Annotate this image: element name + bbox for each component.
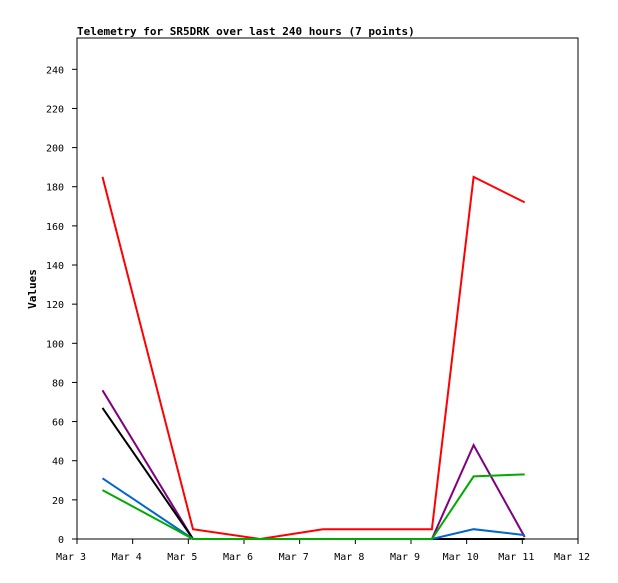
y-tick-label: 20: [52, 496, 64, 507]
y-tick-label: 180: [46, 183, 64, 194]
x-axis: Mar 3 Mar 4 Mar 5 Mar 6 Mar 7 Mar 8 Mar 9 Mar 1…: [56, 539, 590, 563]
x-tick-label: Mar 5: [167, 552, 197, 563]
x-tick-label: Mar 4: [112, 552, 142, 563]
x-tick-label: Mar 6: [223, 552, 253, 563]
x-tick-label: Mar 11: [498, 552, 534, 563]
series-line-2: [101, 389, 526, 540]
y-tick-label: 220: [46, 104, 64, 115]
y-tick-label: 160: [46, 222, 64, 233]
y-tick-label: 60: [52, 418, 64, 429]
x-tick-label: Mar 12: [554, 552, 590, 563]
y-tick-label: 120: [46, 300, 64, 311]
series-line-1: [101, 175, 526, 541]
y-tick-label: 0: [58, 535, 64, 546]
y-tick-label: 40: [52, 457, 64, 468]
x-tick-label: Mar 3: [56, 552, 86, 563]
y-tick-label: 100: [46, 339, 64, 350]
plot-frame: [76, 37, 579, 540]
y-axis-label: Values: [26, 269, 39, 309]
x-tick-label: Mar 8: [334, 552, 364, 563]
y-tick-label: 140: [46, 261, 64, 272]
series-line-5: [102, 473, 525, 540]
y-tick-label: 200: [46, 144, 64, 155]
y-tick-label: 80: [52, 378, 64, 389]
x-tick-label: Mar 7: [279, 552, 309, 563]
y-axis: 0 20 40 60 80 100 120 140 160 180 200 220 240: [46, 65, 77, 546]
x-tick-label: Mar 10: [443, 552, 479, 563]
chart-title: Telemetry for SR5DRK over last 240 hours…: [77, 25, 415, 38]
series-layer: [101, 175, 526, 541]
x-tick-label: Mar 9: [390, 552, 420, 563]
y-tick-label: 240: [46, 65, 64, 76]
